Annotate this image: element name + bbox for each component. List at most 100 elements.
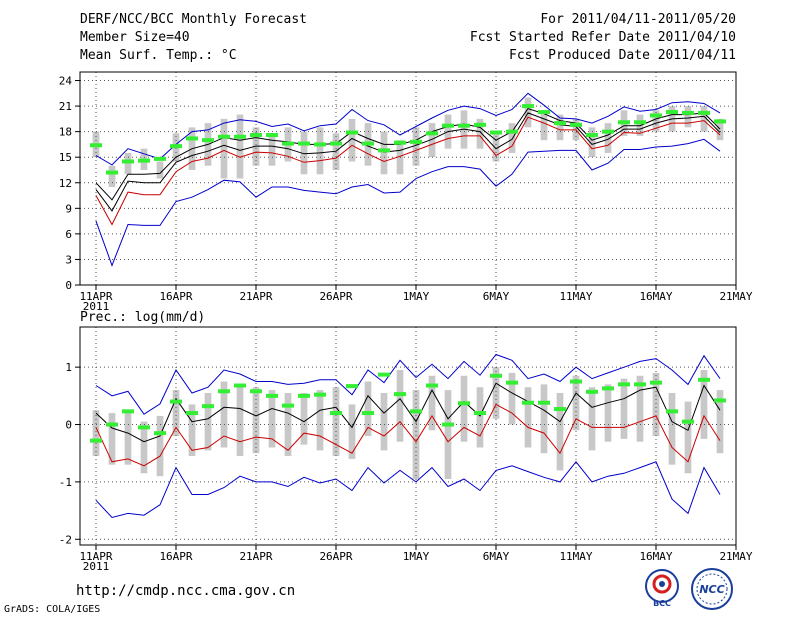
y-tick-label: 3: [65, 253, 72, 266]
x-tick-label: 21APR: [239, 550, 272, 563]
observed-marker: [426, 383, 438, 388]
observed-marker: [186, 411, 198, 416]
spread-box: [476, 118, 484, 149]
spread-box: [716, 118, 724, 141]
spread-box: [380, 131, 388, 175]
observed-marker: [714, 398, 726, 403]
spread-box: [476, 387, 484, 448]
spread-box: [556, 392, 564, 471]
spread-box: [236, 384, 244, 457]
ncc-logo: NCC: [691, 568, 733, 610]
spread-box: [92, 410, 100, 457]
spread-box: [396, 370, 404, 442]
observed-marker: [218, 134, 230, 139]
y-tick-label: 12: [59, 177, 72, 190]
observed-marker: [202, 138, 214, 143]
series-line-min: [95, 138, 721, 267]
x-tick-label: 11MAY: [559, 290, 592, 303]
x-tick-label: 1MAY: [403, 290, 430, 303]
observed-marker: [586, 389, 598, 394]
observed-marker: [170, 399, 182, 404]
spread-box: [140, 421, 148, 474]
spread-box: [652, 372, 660, 436]
observed-marker: [650, 380, 662, 385]
observed-marker: [634, 120, 646, 125]
plot-frame: [79, 71, 737, 286]
spread-box: [300, 392, 308, 445]
x-tick-label: 11APR: [79, 550, 112, 563]
observed-marker: [282, 403, 294, 408]
observed-marker: [362, 411, 374, 416]
observed-marker: [650, 113, 662, 118]
started-refer-date: Fcst Started Refer Date 2011/04/10: [469, 30, 736, 45]
spread-box: [604, 384, 612, 442]
observed-marker: [394, 140, 406, 145]
source-url[interactable]: http://cmdp.ncc.cma.gov.cn: [76, 583, 296, 599]
spread-box: [188, 404, 196, 457]
spread-box: [524, 387, 532, 448]
observed-marker: [154, 431, 166, 436]
spread-box: [108, 165, 116, 188]
observed-marker: [442, 422, 454, 427]
chart-panel-2: -2 -1 0 1 11APR 16APR 21APR 26APR 1MAY 6MAY 11MAY 1…: [59, 310, 753, 573]
spread-box: [636, 375, 644, 442]
spread-box: [540, 384, 548, 454]
x-tick-label: 11APR: [79, 290, 112, 303]
observed-marker: [266, 393, 278, 398]
spread-box: [492, 367, 500, 419]
spread-box: [588, 127, 596, 158]
y-tick-label: 9: [65, 202, 72, 215]
spread-box: [716, 390, 724, 454]
ncc-logo-text: NCC: [699, 583, 724, 596]
spread-box: [364, 381, 372, 436]
observed-marker: [490, 373, 502, 378]
observed-marker: [442, 123, 454, 128]
spread-box: [220, 118, 228, 179]
variable-label: Mean Surf. Temp.: °C: [80, 48, 237, 63]
observed-marker: [506, 380, 518, 385]
spread-box: [508, 123, 516, 153]
observed-marker: [490, 130, 502, 135]
observed-marker: [554, 121, 566, 126]
x-tick-label: 21MAY: [719, 550, 752, 563]
observed-marker: [474, 411, 486, 416]
observed-marker: [682, 419, 694, 424]
observed-marker: [714, 119, 726, 124]
observed-marker: [90, 143, 102, 148]
x-year-label: 2011: [83, 560, 110, 573]
observed-marker: [698, 110, 710, 115]
observed-marker: [458, 401, 470, 406]
y-tick-label: 18: [59, 126, 72, 139]
spread-box: [204, 392, 212, 451]
y-tick-label: 1: [65, 361, 72, 374]
y-tick-label: 0: [65, 279, 72, 292]
series-line-lower: [95, 116, 721, 226]
observed-marker: [362, 141, 374, 146]
x-tick-label: 26APR: [319, 550, 352, 563]
observed-marker: [586, 133, 598, 138]
spread-box: [300, 131, 308, 175]
observed-marker: [314, 392, 326, 397]
observed-marker: [634, 382, 646, 387]
observed-marker: [234, 134, 246, 139]
forecast-range: For 2011/04/11-2011/05/20: [540, 12, 736, 27]
y-tick-label: 21: [59, 100, 72, 113]
observed-marker: [218, 389, 230, 394]
observed-marker: [122, 159, 134, 164]
spread-box: [412, 390, 420, 480]
spread-box: [332, 387, 340, 457]
observed-marker: [90, 438, 102, 443]
observed-marker: [298, 393, 310, 398]
observed-marker: [698, 377, 710, 382]
spread-box: [220, 381, 228, 448]
spread-box: [268, 135, 276, 166]
observed-marker: [202, 404, 214, 409]
observed-marker: [122, 409, 134, 414]
observed-marker: [602, 129, 614, 134]
spread-box: [380, 392, 388, 451]
spread-box: [156, 415, 164, 477]
spread-box: [684, 106, 692, 128]
spread-box: [348, 404, 356, 459]
chart-panel-1: 0 3 6 9 12 15 18 21 24 11APR 16APR 21APR 26APR 1MAY 6M…: [59, 71, 753, 313]
spread-box: [268, 390, 276, 448]
